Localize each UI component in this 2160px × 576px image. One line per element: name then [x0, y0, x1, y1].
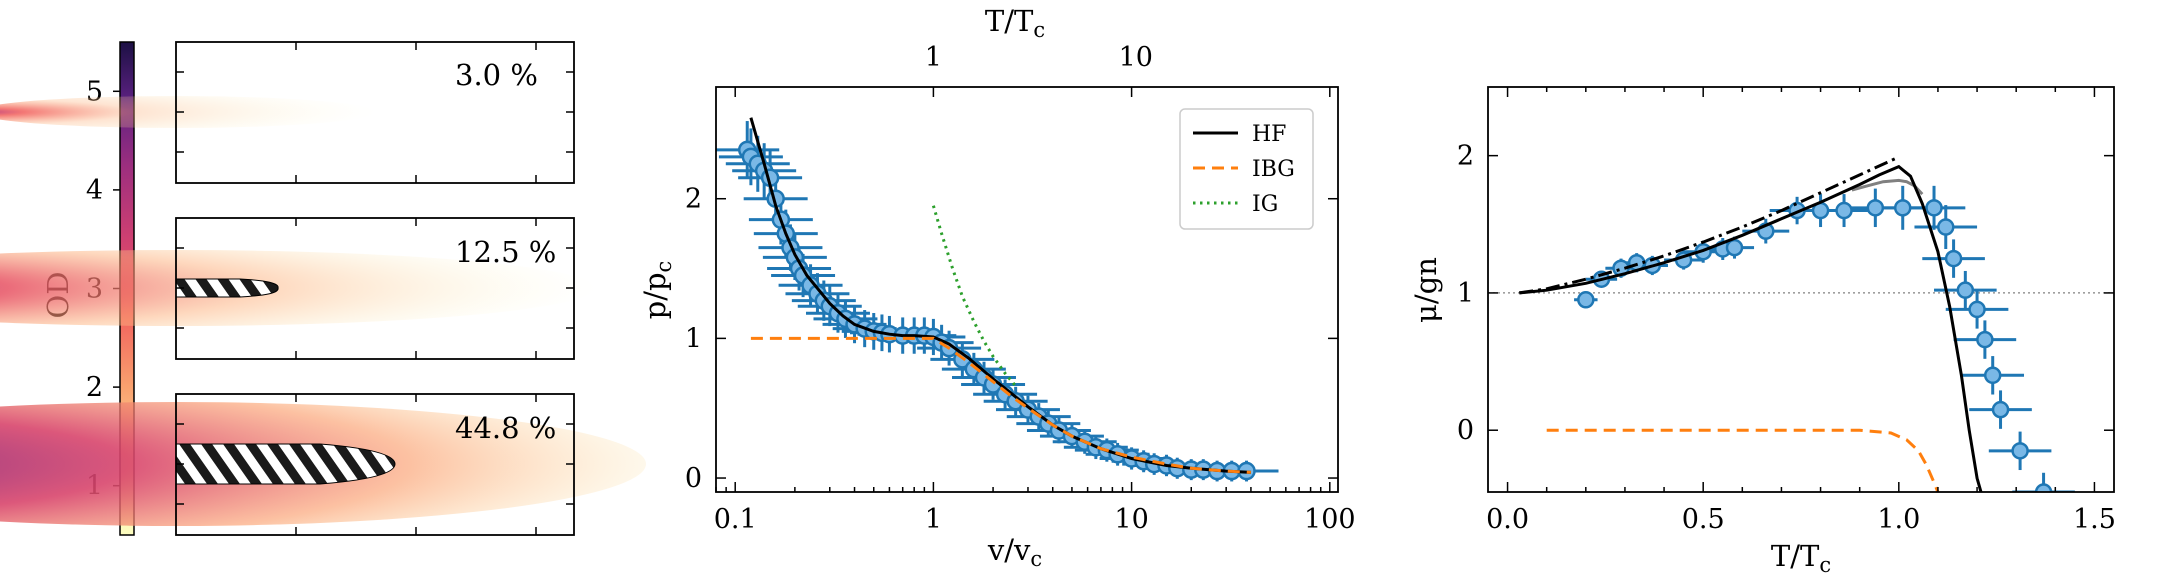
top-x-axis-label: T/Tc: [985, 4, 1045, 42]
image-label-3: 44.8 %: [455, 411, 556, 445]
x-tick-label: 1.0: [1877, 504, 1920, 535]
plot-frame: [715, 86, 1339, 493]
y-axis-label: μ/gn: [1409, 257, 1443, 323]
atom-cloud-image: [0, 96, 376, 128]
atom-cloud-image: [0, 250, 596, 326]
x-axis-label: T/Tc: [1771, 539, 1831, 576]
hatched-condensate: [175, 278, 279, 298]
legend: HF IBG IG: [1179, 108, 1314, 230]
y-axis-label: p/pc: [638, 261, 676, 320]
series-line-ibg: [750, 336, 1251, 474]
data-point: [1944, 249, 1963, 268]
pressure-chart: 0.1 1 10 100 0 1 2 1 10 v/vc p/pc T/Tc HF IBG IG: [638, 4, 1356, 571]
data-point: [1956, 281, 1975, 299]
axis-ticks: 0.1 1 10 100 0 1 2 1 10: [685, 42, 1356, 535]
y-tick-label: 0: [1457, 415, 1474, 446]
plot-area: [716, 117, 1279, 482]
data-point: [1976, 330, 1994, 349]
x-tick-label: 0.1: [714, 504, 757, 535]
image-panel-2: 12.5 %: [0, 217, 596, 360]
data-point: [1937, 218, 1955, 236]
y-tick-label: 2: [685, 184, 702, 215]
image-label-1: 3.0 %: [455, 58, 538, 92]
data-point: [1925, 199, 1943, 217]
series-line-ig: [931, 205, 1017, 387]
series-line-hf-dashdot: [1519, 155, 1900, 295]
image-panel-3: 44.8 %: [0, 393, 646, 536]
axis-ticks: 0.0 0.5 1.0 1.5 0 1 2: [1457, 87, 2116, 535]
series-line-ibg: [1546, 428, 1940, 492]
data-point: [1835, 201, 1853, 220]
x-tick-label: 0.0: [1486, 504, 1529, 535]
chemical-potential-chart: 0.0 0.5 1.0 1.5 0 1 2 T/Tc μ/gn: [1409, 86, 2116, 576]
y-tick-label: 0: [685, 463, 702, 494]
y-tick-label: 2: [1457, 141, 1474, 172]
data-point: [1866, 199, 1885, 217]
plot-frame: [1487, 86, 2115, 493]
data-point: [1983, 366, 2002, 385]
plot-area: [1488, 155, 2114, 492]
x-tick-label: 1.5: [2073, 504, 2116, 535]
data-point: [1577, 291, 1595, 309]
data-point: [1725, 238, 1744, 257]
legend-label: HF: [1252, 122, 1286, 147]
data-point: [1968, 300, 1986, 319]
y-tick-label: 1: [685, 323, 702, 354]
top-x-tick-label: 10: [1119, 42, 1153, 73]
colorbar-tick-label: 2: [86, 372, 103, 403]
y-tick-label: 1: [1457, 278, 1474, 309]
hatched-condensate: [175, 443, 396, 485]
x-tick-label: 0.5: [1682, 504, 1725, 535]
data-point: [1893, 199, 1912, 217]
colorbar-tick-label: 4: [86, 175, 103, 206]
series-line-hf: [1519, 164, 1983, 492]
legend-label: IG: [1252, 192, 1278, 217]
legend-label: IBG: [1252, 157, 1295, 182]
data-point: [1991, 400, 2010, 419]
data-point: [2034, 483, 2053, 492]
image-panel-1: 3.0 %: [0, 41, 575, 184]
data-point: [2011, 442, 2029, 460]
x-tick-label: 1: [925, 504, 942, 535]
x-tick-label: 100: [1304, 504, 1356, 535]
top-x-tick-label: 1: [925, 42, 942, 73]
image-label-2: 12.5 %: [455, 235, 556, 269]
x-axis-label: v/vc: [987, 533, 1042, 571]
x-tick-label: 10: [1114, 504, 1148, 535]
